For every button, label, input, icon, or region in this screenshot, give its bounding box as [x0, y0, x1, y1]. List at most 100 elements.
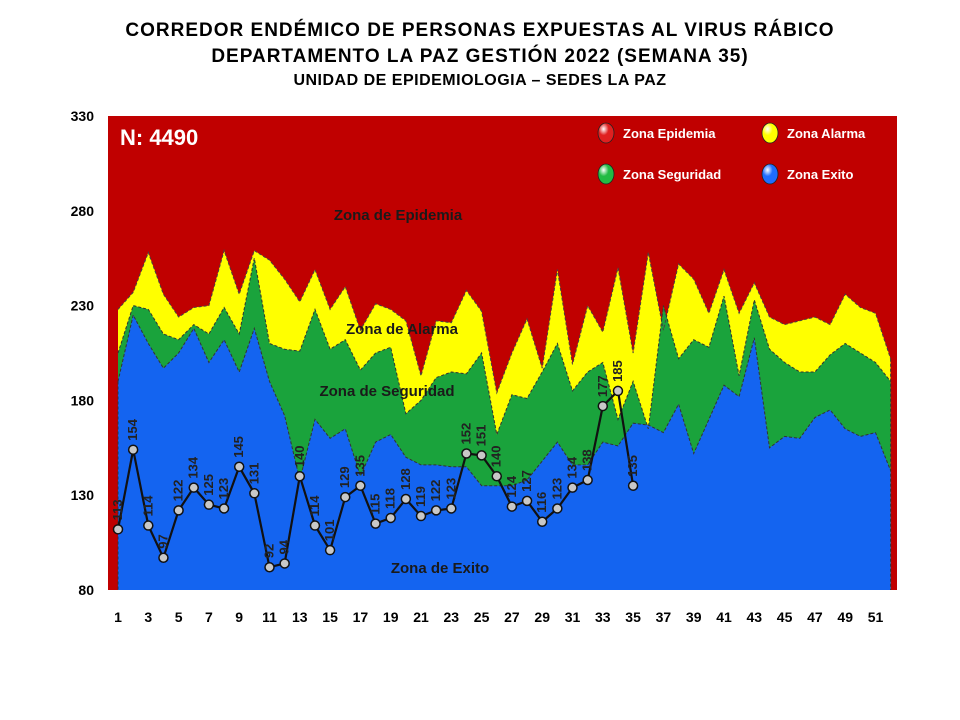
- observed-data-label: 113: [110, 499, 125, 520]
- x-tick-label: 35: [625, 609, 641, 625]
- observed-data-label: 97: [155, 534, 170, 548]
- legend-marker-4: [761, 163, 779, 185]
- observed-point: [173, 505, 184, 516]
- legend-marker-1: [597, 122, 615, 144]
- observed-data-label: 101: [322, 519, 337, 541]
- x-tick-label: 19: [383, 609, 399, 625]
- zona-exito-area: [118, 315, 891, 590]
- observed-point: [521, 495, 533, 507]
- observed-data-label: 114: [140, 495, 155, 517]
- observed-point: [233, 461, 245, 473]
- observed-point: [612, 385, 624, 397]
- observed-point: [400, 493, 412, 505]
- observed-data-label: 92: [262, 544, 277, 558]
- observed-point: [249, 488, 260, 499]
- zona-epidemia-label: Zona de Epidemia: [334, 207, 463, 224]
- observed-data-label: 140: [489, 446, 504, 468]
- x-tick-label: 27: [504, 609, 520, 625]
- observed-data-label: 123: [549, 478, 564, 500]
- observed-data-label: 154: [125, 418, 140, 440]
- legend-label-2: Zona Alarma: [787, 126, 866, 141]
- observed-point: [158, 552, 169, 564]
- observed-point: [536, 516, 548, 527]
- observed-point: [491, 470, 502, 482]
- observed-data-label: 185: [610, 360, 625, 382]
- x-tick-label: 17: [353, 609, 369, 625]
- x-tick-label: 11: [262, 609, 277, 625]
- observed-point: [143, 520, 154, 531]
- observed-data-label: 114: [307, 495, 322, 517]
- observed-data-label: 135: [352, 455, 367, 477]
- observed-data-label: 122: [428, 480, 443, 502]
- zona-alarma-label: Zona de Alarma: [346, 321, 459, 338]
- alarma-boundary-line: [117, 248, 892, 395]
- observed-point: [188, 482, 199, 493]
- legend-label-4: Zona Exito: [787, 167, 854, 182]
- y-tick-label: 130: [71, 487, 95, 503]
- x-tick-label: 7: [205, 609, 213, 625]
- x-tick-label: 37: [656, 609, 672, 625]
- observed-point: [582, 474, 593, 486]
- x-tick-label: 15: [322, 609, 338, 625]
- observed-data-label: 128: [398, 468, 413, 490]
- observed-data-label: 151: [474, 425, 489, 447]
- observed-point: [461, 448, 472, 459]
- x-tick-label: 23: [444, 609, 460, 625]
- chart-title-block: CORREDOR ENDÉMICO DE PERSONAS EXPUESTAS …: [0, 18, 960, 92]
- zona-exito-label: Zona de Exito: [391, 560, 489, 577]
- exito-boundary-line: [117, 313, 892, 487]
- observed-data-label: 119: [413, 486, 428, 507]
- observed-point: [385, 512, 396, 524]
- observed-point: [355, 480, 366, 491]
- observed-point: [340, 491, 351, 503]
- y-tick-label: 80: [78, 582, 94, 598]
- y-tick-label: 180: [71, 392, 95, 408]
- observed-point: [127, 444, 139, 455]
- x-tick-label: 3: [144, 609, 152, 625]
- x-tick-label: 5: [175, 609, 183, 625]
- observed-point: [627, 480, 639, 491]
- observed-point: [324, 544, 336, 556]
- observed-point: [567, 482, 578, 493]
- observed-point: [506, 501, 518, 512]
- observed-data-label: 177: [595, 375, 610, 397]
- observed-point: [218, 503, 230, 514]
- observed-data-label: 127: [519, 470, 534, 492]
- x-tick-label: 29: [534, 609, 550, 625]
- observed-point: [430, 505, 442, 516]
- chart-title: CORREDOR ENDÉMICO DE PERSONAS EXPUESTAS …: [125, 20, 835, 41]
- x-tick-label: 47: [807, 609, 823, 625]
- legend-marker-3: [597, 163, 615, 185]
- observed-point: [309, 520, 321, 531]
- observed-data-label: 123: [216, 478, 231, 500]
- x-tick-label: 41: [716, 609, 732, 625]
- observed-data-label: 116: [534, 492, 549, 513]
- seguridad-boundary-line: [117, 258, 891, 437]
- observed-point: [264, 561, 275, 573]
- observed-data-label: 94: [277, 539, 292, 554]
- x-tick-label: 33: [595, 609, 611, 625]
- observed-data-label: 124: [504, 475, 519, 497]
- n-total-label: N: 4490: [120, 125, 198, 150]
- y-tick-label: 330: [71, 108, 95, 124]
- observed-data-label: 122: [171, 480, 186, 502]
- x-tick-label: 21: [413, 609, 429, 625]
- x-tick-label: 49: [837, 609, 853, 625]
- legend-marker-2: [761, 122, 779, 144]
- observed-point: [552, 503, 563, 514]
- x-tick-label: 43: [747, 609, 763, 625]
- observed-data-label: 138: [580, 449, 595, 471]
- chart-subtitle: DEPARTAMENTO LA PAZ GESTIÓN 2022 (SEMANA…: [211, 46, 749, 67]
- observed-point: [294, 470, 306, 482]
- observed-point: [597, 400, 609, 412]
- observed-point: [415, 510, 427, 522]
- x-tick-label: 13: [292, 609, 308, 625]
- observed-data-label: 134: [565, 456, 580, 478]
- observed-point: [476, 450, 487, 461]
- x-tick-label: 51: [868, 609, 884, 625]
- observed-point: [370, 518, 381, 529]
- observed-data-label: 131: [246, 463, 261, 485]
- x-tick-label: 39: [686, 609, 702, 625]
- x-tick-label: 9: [235, 609, 243, 625]
